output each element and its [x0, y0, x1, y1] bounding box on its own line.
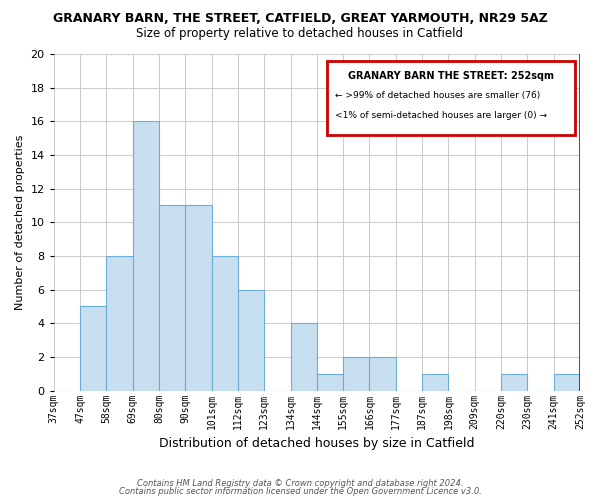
FancyBboxPatch shape — [328, 60, 575, 135]
Text: Size of property relative to detached houses in Catfield: Size of property relative to detached ho… — [137, 28, 464, 40]
X-axis label: Distribution of detached houses by size in Catfield: Distribution of detached houses by size … — [159, 437, 475, 450]
Text: GRANARY BARN, THE STREET, CATFIELD, GREAT YARMOUTH, NR29 5AZ: GRANARY BARN, THE STREET, CATFIELD, GREA… — [53, 12, 547, 26]
Text: ← >99% of detached houses are smaller (76): ← >99% of detached houses are smaller (7… — [335, 91, 541, 100]
Bar — [159, 206, 185, 390]
Bar — [238, 290, 264, 390]
Bar — [422, 374, 448, 390]
Y-axis label: Number of detached properties: Number of detached properties — [15, 134, 25, 310]
Text: GRANARY BARN THE STREET: 252sqm: GRANARY BARN THE STREET: 252sqm — [348, 71, 554, 81]
Bar — [80, 306, 106, 390]
Text: Contains public sector information licensed under the Open Government Licence v3: Contains public sector information licen… — [119, 487, 481, 496]
Bar — [501, 374, 527, 390]
Bar — [212, 256, 238, 390]
Bar — [185, 206, 212, 390]
Bar — [290, 324, 317, 390]
Text: Contains HM Land Registry data © Crown copyright and database right 2024.: Contains HM Land Registry data © Crown c… — [137, 478, 463, 488]
Bar — [554, 374, 580, 390]
Bar — [133, 122, 159, 390]
Bar — [343, 357, 370, 390]
Bar — [106, 256, 133, 390]
Bar — [317, 374, 343, 390]
Text: <1% of semi-detached houses are larger (0) →: <1% of semi-detached houses are larger (… — [335, 111, 547, 120]
Bar — [370, 357, 396, 390]
